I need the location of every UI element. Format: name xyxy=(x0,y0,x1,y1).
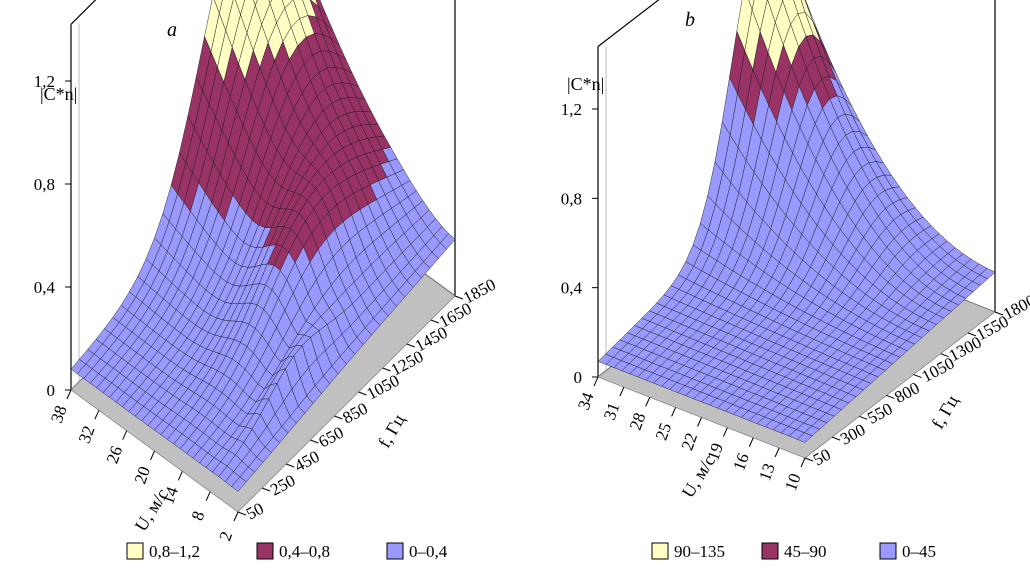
u-tick-label: 19 xyxy=(703,441,727,463)
z-tick-label: 1,2 xyxy=(34,72,55,91)
legend-swatch xyxy=(256,542,274,560)
z-axis: 0 0,4 0,8 1,2 xyxy=(561,100,598,387)
f-tick-label: 1850 xyxy=(460,275,499,308)
u-axis-label: U, м/с xyxy=(678,451,720,501)
legend-label: 90–135 xyxy=(674,542,725,561)
surface-cell xyxy=(268,0,273,4)
u-tick-label: 2 xyxy=(215,529,236,543)
u-tick-label: 31 xyxy=(600,400,624,422)
u-tick-label: 8 xyxy=(188,509,209,523)
u-tick-label: 25 xyxy=(652,420,676,442)
legend-label: 45–90 xyxy=(784,542,827,561)
panel-title: b xyxy=(685,9,695,31)
f-tick-label: 50 xyxy=(243,499,267,524)
z-axis: 0 0,4 0,8 1,2 xyxy=(34,72,71,400)
u-tick-label: 32 xyxy=(75,423,99,445)
surface-cell xyxy=(231,476,247,492)
legend-swatch xyxy=(386,542,404,560)
z-tick-label: 0,4 xyxy=(34,278,56,297)
f-axis-label: f, Гц xyxy=(374,411,409,452)
z-axis-label: |C*n| xyxy=(567,74,604,94)
z-tick-label: 0,8 xyxy=(34,175,55,194)
f-axis-label: f, Гц xyxy=(927,392,962,433)
legend-swatch xyxy=(651,542,669,560)
z-tick-label: 0 xyxy=(574,368,583,387)
u-tick-label: 28 xyxy=(626,410,650,432)
legend-label: 0–0,4 xyxy=(409,542,448,561)
z-tick-label: 0,8 xyxy=(561,189,582,208)
f-tick-label: 50 xyxy=(810,445,834,470)
u-tick-label: 13 xyxy=(755,461,779,483)
legend-label: 0,4–0,8 xyxy=(279,542,330,561)
z-axis-label: |C*n| xyxy=(40,84,77,104)
z-tick-label: 1,2 xyxy=(561,100,582,119)
u-tick-label: 34 xyxy=(574,389,598,412)
surface-cell xyxy=(796,432,813,443)
chart-panel-b: 00,40,81,2|C*n|34 31 28 25 22 19 16 13 10U, м/с 5… xyxy=(561,0,1030,561)
u-tick-label: 14 xyxy=(158,484,182,507)
u-tick-label: 22 xyxy=(677,430,701,452)
surface-mesh xyxy=(597,0,996,443)
panel-title: a xyxy=(167,19,177,41)
u-tick-label: 16 xyxy=(729,451,753,473)
legend-label: 0–45 xyxy=(902,542,936,561)
u-axis-label: U, м/с xyxy=(131,485,173,535)
u-tick-label: 20 xyxy=(130,464,154,486)
legend-label: 0,8–1,2 xyxy=(149,542,200,561)
surface-cell xyxy=(748,0,755,11)
u-tick-label: 10 xyxy=(781,471,805,493)
z-tick-label: 0 xyxy=(47,381,56,400)
legend-swatch xyxy=(126,542,144,560)
z-tick-label: 0,4 xyxy=(561,279,583,298)
u-tick-label: 38 xyxy=(47,403,71,425)
u-axis: 34 31 28 25 22 19 16 13 10 xyxy=(574,376,806,493)
legend-swatch xyxy=(879,542,897,560)
surface-mesh xyxy=(70,0,456,492)
surface-cell xyxy=(253,0,258,7)
legend: 90–135 45–90 0–45 xyxy=(651,542,936,561)
legend: 0,8–1,2 0,4–0,8 0–0,4 xyxy=(126,542,448,561)
u-tick-label: 26 xyxy=(103,444,127,466)
legend-swatch xyxy=(761,542,779,560)
